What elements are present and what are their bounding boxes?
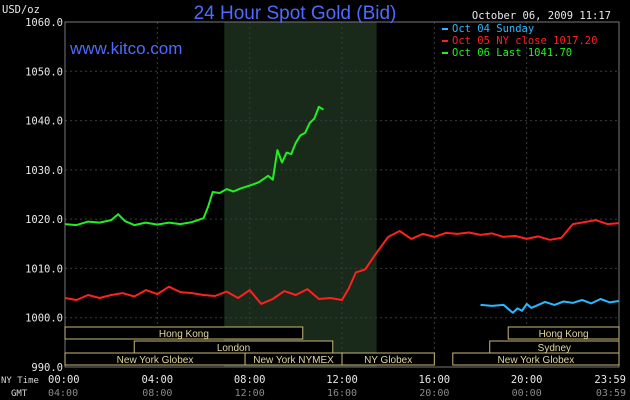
market-session-bar (64, 326, 304, 340)
x-tick-label-ny: 16:00 (419, 374, 451, 386)
market-session-label: London (217, 343, 250, 354)
y-axis-label: USD/oz (2, 4, 40, 16)
y-tick-label: 990.0 (31, 362, 63, 374)
x-tick-label-gmt: 12:00 (235, 388, 265, 399)
chart-title: 24 Hour Spot Gold (Bid) (194, 3, 397, 24)
legend-entry: Oct 04 Sunday (452, 23, 534, 35)
market-session-label: Sydney (538, 343, 571, 354)
x-tick-label-gmt: 04:00 (48, 388, 78, 399)
x-tick-label-gmt: 03:59 (596, 388, 626, 399)
y-axis-ticks: 1060.0 1050.0 1040.0 1030.0 1020.0 1010.0 1000… (25, 17, 63, 374)
x-axis-label-gmt: GMT (11, 389, 28, 399)
market-session-label: NY Globex (364, 355, 412, 366)
y-tick-label: 1020.0 (25, 214, 63, 226)
y-tick-label: 1050.0 (25, 66, 63, 78)
x-tick-label-ny: 23:59 (594, 374, 626, 386)
market-session-label: New York Globex (117, 355, 194, 366)
market-session-bar (507, 326, 620, 340)
x-tick-label-gmt: 20:00 (419, 388, 449, 399)
price-series (64, 105, 619, 314)
y-tick-label: 1040.0 (25, 116, 63, 128)
x-tick-label-ny: 00:00 (48, 374, 80, 386)
x-tick-label-ny: 08:00 (234, 374, 266, 386)
y-tick-label: 1030.0 (25, 165, 63, 177)
grid-lines (64, 21, 620, 368)
legend-entry: Oct 06 Last 1041.70 (452, 47, 572, 59)
x-tick-label-ny: 12:00 (326, 374, 358, 386)
y-tick-label: 1010.0 (25, 263, 63, 275)
y-tick-label: 1000.0 (25, 313, 63, 325)
x-tick-label-gmt: 16:00 (327, 388, 357, 399)
x-tick-label-ny: 20:00 (511, 374, 543, 386)
legend-entry: Oct 05 NY close 1017.20 (452, 35, 597, 47)
nymex-session-shade (224, 22, 377, 367)
x-axis-ticks: 00:00 04:00 04:00 08:00 08:00 12:00 12:00 16:00… (48, 374, 626, 399)
x-tick-label-gmt: 00:00 (512, 388, 542, 399)
price-series-line (64, 105, 325, 227)
y-tick-label: 1060.0 (25, 17, 63, 29)
x-axis-label-ny: NY Time (1, 376, 39, 386)
market-session-label: New York Globex (498, 355, 575, 366)
market-session-label: Hong Kong (539, 329, 589, 340)
market-session-bar (452, 352, 620, 366)
x-tick-label-ny: 04:00 (142, 374, 174, 386)
market-session-bar (341, 352, 435, 366)
market-session-label: New York NYMEX (253, 355, 334, 366)
timestamp: October 06, 2009 11:17 (472, 10, 611, 22)
plot-frame (64, 21, 620, 368)
x-tick-label-gmt: 08:00 (142, 388, 172, 399)
price-series-line (64, 219, 619, 305)
market-session-label: Hong Kong (159, 329, 209, 340)
brand-label: www.kitco.com (69, 39, 182, 58)
price-series-line (480, 298, 619, 314)
